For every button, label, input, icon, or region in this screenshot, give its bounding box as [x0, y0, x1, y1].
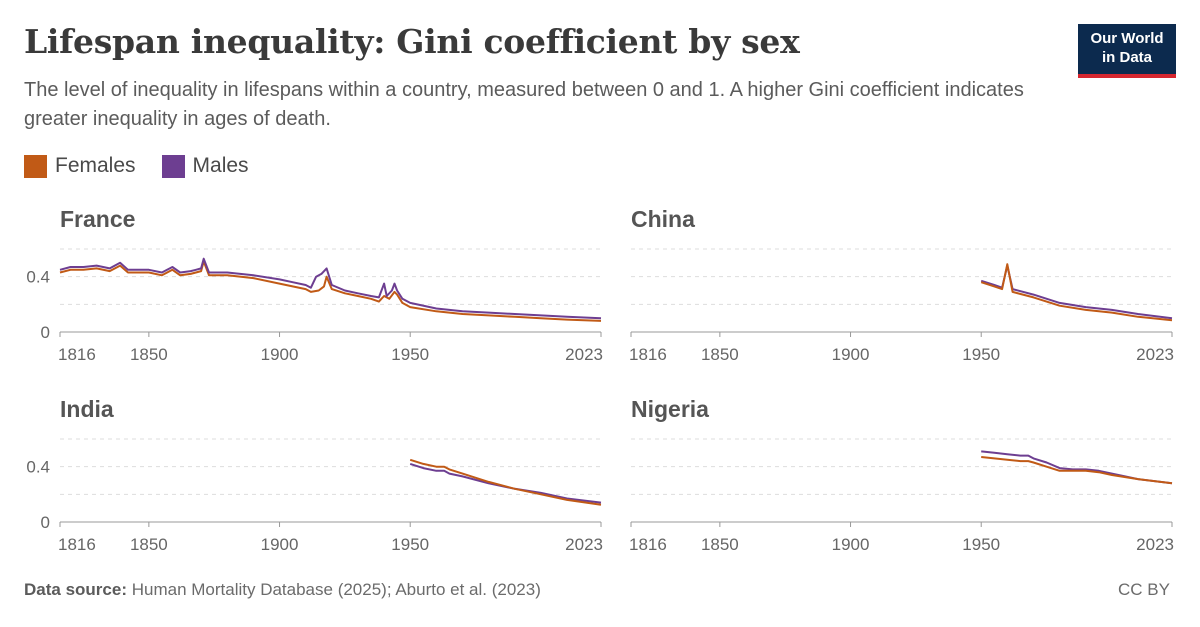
line-males-china	[980, 264, 1173, 320]
line-females-china	[980, 263, 1173, 322]
owid-logo[interactable]: Our World in Data	[1078, 24, 1176, 78]
x-tick-label-nigeria: 1850	[701, 535, 739, 554]
line-males-france	[59, 257, 602, 320]
x-tick-label-france: 1850	[130, 345, 168, 364]
x-tick-label-france: 1816	[58, 345, 96, 364]
line-females-india	[409, 458, 602, 506]
logo-accent-bar	[1078, 74, 1176, 78]
x-tick-label-india: 2023	[565, 535, 603, 554]
data-source-text: Human Mortality Database (2025); Aburto …	[131, 580, 541, 599]
line-males-nigeria	[981, 450, 1173, 485]
y-tick-label-india: 0.4	[26, 458, 50, 477]
panel-title-china: China	[631, 206, 695, 232]
x-tick-label-nigeria: 1950	[962, 535, 1000, 554]
logo-line-2: in Data	[1101, 49, 1152, 66]
x-tick-label-france: 1950	[391, 345, 429, 364]
chart-title: Lifespan inequality: Gini coefficient by…	[24, 22, 800, 61]
x-tick-label-india: 1950	[391, 535, 429, 554]
legend-label-females: Females	[55, 154, 136, 177]
chart-subtitle: The level of inequality in lifespans wit…	[24, 79, 1024, 130]
x-tick-label-china: 1900	[832, 345, 870, 364]
x-tick-label-india: 1900	[261, 535, 299, 554]
line-females-france	[59, 260, 602, 322]
y-tick-label-france: 0.4	[26, 268, 50, 287]
line-females-nigeria	[981, 456, 1173, 485]
x-tick-label-nigeria: 1900	[832, 535, 870, 554]
x-tick-label-china: 1950	[962, 345, 1000, 364]
y-tick-label-india: 0	[41, 513, 50, 532]
logo-line-1: Our World	[1090, 30, 1164, 47]
panel-title-india: India	[60, 396, 114, 422]
x-tick-label-china: 2023	[1136, 345, 1174, 364]
legend-label-males: Males	[192, 154, 249, 177]
legend-item-females[interactable]: Females	[24, 154, 136, 178]
data-source-label: Data source:	[24, 580, 127, 599]
x-tick-label-india: 1816	[58, 535, 96, 554]
legend: Females Males	[24, 154, 275, 178]
line-males-india	[409, 462, 602, 504]
y-tick-label-france: 0	[41, 323, 50, 342]
panel-title-nigeria: Nigeria	[631, 396, 709, 422]
license[interactable]: CC BY	[1118, 580, 1170, 599]
panel-title-france: France	[60, 206, 135, 232]
legend-swatch-males	[161, 154, 185, 178]
data-source: Data source: Human Mortality Database (2…	[24, 580, 541, 600]
x-tick-label-china: 1850	[701, 345, 739, 364]
x-tick-label-france: 2023	[565, 345, 603, 364]
x-tick-label-nigeria: 2023	[1136, 535, 1174, 554]
x-tick-label-china: 1816	[629, 345, 667, 364]
x-tick-label-nigeria: 1816	[629, 535, 667, 554]
x-tick-label-france: 1900	[261, 345, 299, 364]
x-tick-label-india: 1850	[130, 535, 168, 554]
legend-swatch-females	[24, 154, 47, 178]
legend-item-males[interactable]: Males	[161, 154, 249, 178]
